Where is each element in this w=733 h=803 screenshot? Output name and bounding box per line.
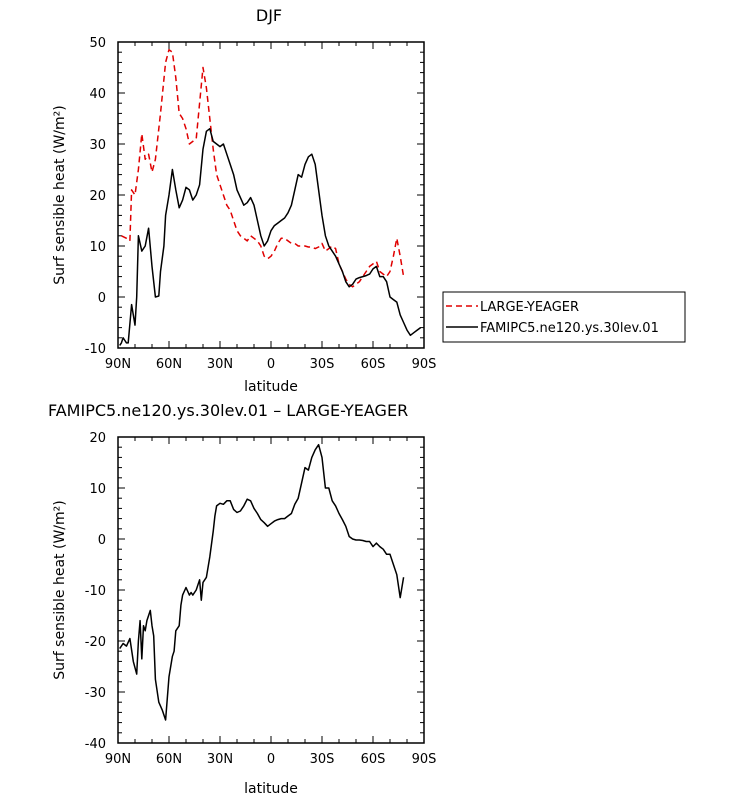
x-tick-label: 30N	[207, 357, 233, 372]
y-tick-label: -40	[85, 737, 106, 752]
series-line-0	[119, 443, 405, 721]
y-tick-label: -10	[85, 584, 106, 599]
bottom-chart-series	[119, 443, 405, 721]
bottom-chart-xlabel: latitude	[244, 781, 298, 797]
y-tick-label: 10	[89, 240, 106, 255]
x-tick-label: 90S	[412, 752, 437, 767]
y-tick-label: 10	[89, 482, 106, 497]
y-tick-label: 40	[89, 87, 106, 102]
x-tick-label: 90N	[105, 357, 131, 372]
y-tick-label: 0	[98, 291, 106, 306]
top-chart: DJF 90N 60N 30N 0 30S 60S 90S -10 0 10 20 30 40 50 la…	[52, 6, 686, 395]
top-chart-ylabel: Surf sensible heat (W/m²)	[52, 105, 68, 284]
x-tick-label: 60S	[361, 752, 386, 767]
x-tick-label: 30N	[207, 752, 233, 767]
y-tick-label: -20	[85, 635, 106, 650]
y-tick-label: 50	[89, 36, 106, 51]
top-chart-title: DJF	[256, 6, 282, 25]
series-line-0	[121, 48, 405, 288]
top-chart-xlabel: latitude	[244, 379, 298, 395]
bottom-chart-ylabel: Surf sensible heat (W/m²)	[52, 500, 68, 679]
series-line-1	[119, 127, 422, 346]
y-tick-label: 20	[89, 189, 106, 204]
x-tick-label: 90N	[105, 752, 131, 767]
legend-box	[442, 291, 686, 343]
bottom-chart: FAMIPC5.ne120.ys.30lev.01 – LARGE-YEAGER…	[48, 401, 436, 797]
x-tick-label: 0	[267, 752, 275, 767]
x-tick-label: 30S	[310, 357, 335, 372]
y-tick-label: 0	[98, 533, 106, 548]
legend-label-famipc5: FAMIPC5.ne120.ys.30lev.01	[480, 321, 659, 336]
x-tick-label: 60N	[156, 752, 182, 767]
y-tick-label: -10	[85, 342, 106, 357]
y-tick-label: 30	[89, 138, 106, 153]
x-tick-label: 60N	[156, 357, 182, 372]
top-chart-axes: 90N 60N 30N 0 30S 60S 90S -10 0 10 20 30 40 50	[85, 36, 437, 372]
bottom-chart-title: FAMIPC5.ne120.ys.30lev.01 – LARGE-YEAGER	[48, 401, 408, 420]
y-tick-label: 20	[89, 431, 106, 446]
top-chart-series	[119, 48, 422, 346]
y-tick-label: -30	[85, 686, 106, 701]
bottom-chart-frame	[117, 436, 425, 744]
x-tick-label: 0	[267, 357, 275, 372]
legend-label-large-yeager: LARGE-YEAGER	[480, 300, 579, 315]
top-chart-legend: LARGE-YEAGER FAMIPC5.ne120.ys.30lev.01	[442, 291, 686, 343]
x-tick-label: 90S	[412, 357, 437, 372]
x-tick-label: 30S	[310, 752, 335, 767]
bottom-chart-axes: 90N 60N 30N 0 30S 60S 90S -40 -30 -20 -10 0 10 20	[85, 431, 437, 767]
top-chart-frame	[117, 41, 425, 349]
x-tick-label: 60S	[361, 357, 386, 372]
